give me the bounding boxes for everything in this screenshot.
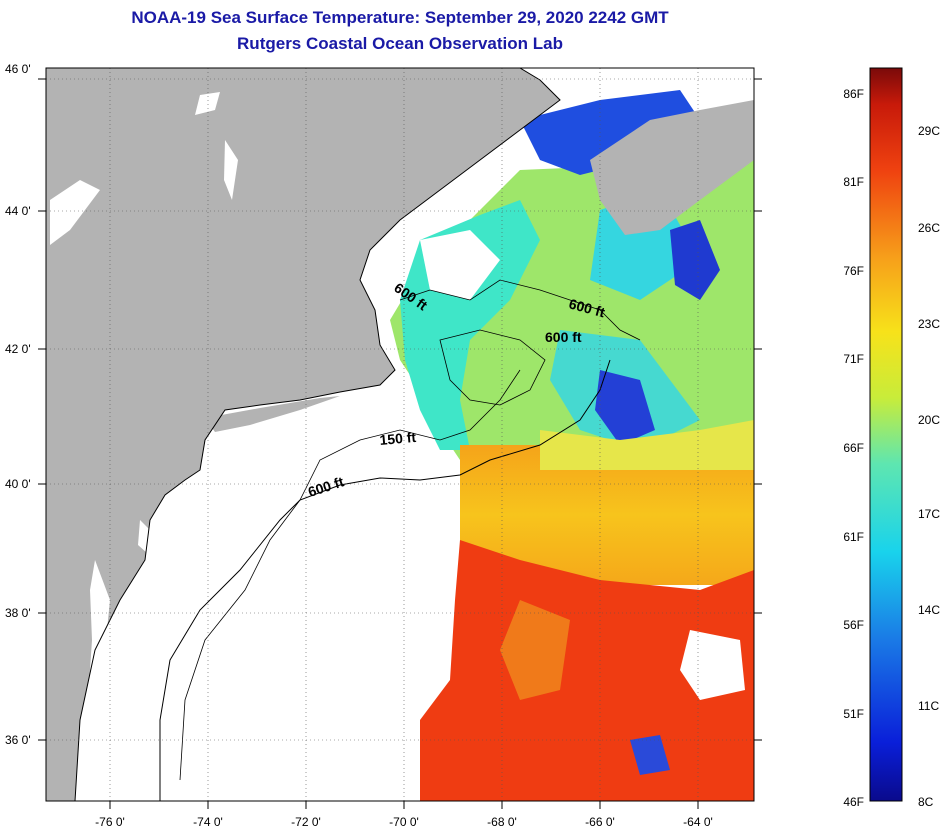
- lon-label-68: -68 0': [487, 815, 517, 829]
- colorbar-c-29: 29C: [918, 124, 940, 138]
- colorbar-c-26: 26C: [918, 221, 940, 235]
- colorbar-f-46: 46F: [843, 795, 864, 809]
- colorbar-f-86: 86F: [843, 87, 864, 101]
- depth-label-600ft-3: 600 ft: [545, 329, 582, 345]
- lat-label-38: 38 0': [5, 606, 31, 620]
- lon-label-70: -70 0': [389, 815, 419, 829]
- colorbar-f-61: 61F: [843, 530, 864, 544]
- sst-transition-zone: [540, 420, 754, 470]
- lake-champlain: [224, 140, 238, 200]
- sst-cold-patch-2: [595, 370, 655, 445]
- plot-frame: [45, 67, 755, 802]
- lake-region: [50, 180, 100, 245]
- colorbar-f-71: 71F: [843, 352, 864, 366]
- lat-label-46: 46 0': [5, 62, 31, 76]
- cloud-patch-2: [420, 230, 500, 300]
- nova-scotia: [590, 100, 754, 235]
- contour-gulf-maine: [399, 279, 641, 341]
- colorbar-f-56: 56F: [843, 618, 864, 632]
- sst-eddy-filament: [500, 600, 570, 700]
- cloud-patch: [680, 630, 745, 700]
- lat-label-40: 40 0': [5, 477, 31, 491]
- sst-cold-patch: [670, 220, 720, 300]
- lat-label-44: 44 0': [5, 204, 31, 218]
- contour-600ft-shelf: [159, 359, 611, 801]
- lon-label-74: -74 0': [193, 815, 223, 829]
- temperature-colorbar: [869, 67, 903, 802]
- depth-label-150ft: 150 ft: [379, 429, 417, 448]
- delaware-bay: [138, 520, 160, 560]
- colorbar-c-8: 8C: [918, 795, 934, 809]
- lon-label-66: -66 0': [585, 815, 615, 829]
- land-mass: [46, 68, 560, 801]
- map-subtitle: Rutgers Coastal Ocean Observation Lab: [237, 34, 563, 53]
- lon-label-76: -76 0': [95, 815, 125, 829]
- colorbar-c-14: 14C: [918, 603, 940, 617]
- lat-label-36: 36 0': [5, 733, 31, 747]
- sst-cold-bay: [520, 90, 700, 175]
- chesapeake-bay: [88, 560, 110, 740]
- colorbar-f-66: 66F: [843, 441, 864, 455]
- coastline: [74, 68, 561, 801]
- sst-cold-spot: [630, 735, 670, 775]
- contour-150ft-shelf: [179, 369, 521, 781]
- sst-hot-zone: [420, 540, 754, 801]
- colorbar-c-17: 17C: [918, 507, 940, 521]
- colorbar-f-76: 76F: [843, 264, 864, 278]
- colorbar-c-23: 23C: [918, 317, 940, 331]
- axis-ticks: [38, 78, 762, 809]
- colorbar-f-81: 81F: [843, 175, 864, 189]
- lat-label-42: 42 0': [5, 342, 31, 356]
- contour-georges-bank: [439, 329, 546, 406]
- lake-region-2: [195, 92, 220, 115]
- colorbar-f-51: 51F: [843, 707, 864, 721]
- lon-label-64: -64 0': [683, 815, 713, 829]
- map-title: NOAA-19 Sea Surface Temperature: Septemb…: [131, 8, 669, 27]
- colorbar-c-20: 20C: [918, 413, 940, 427]
- sst-field: [390, 90, 754, 801]
- lon-label-72: -72 0': [291, 815, 321, 829]
- colorbar-c-11: 11C: [918, 699, 939, 713]
